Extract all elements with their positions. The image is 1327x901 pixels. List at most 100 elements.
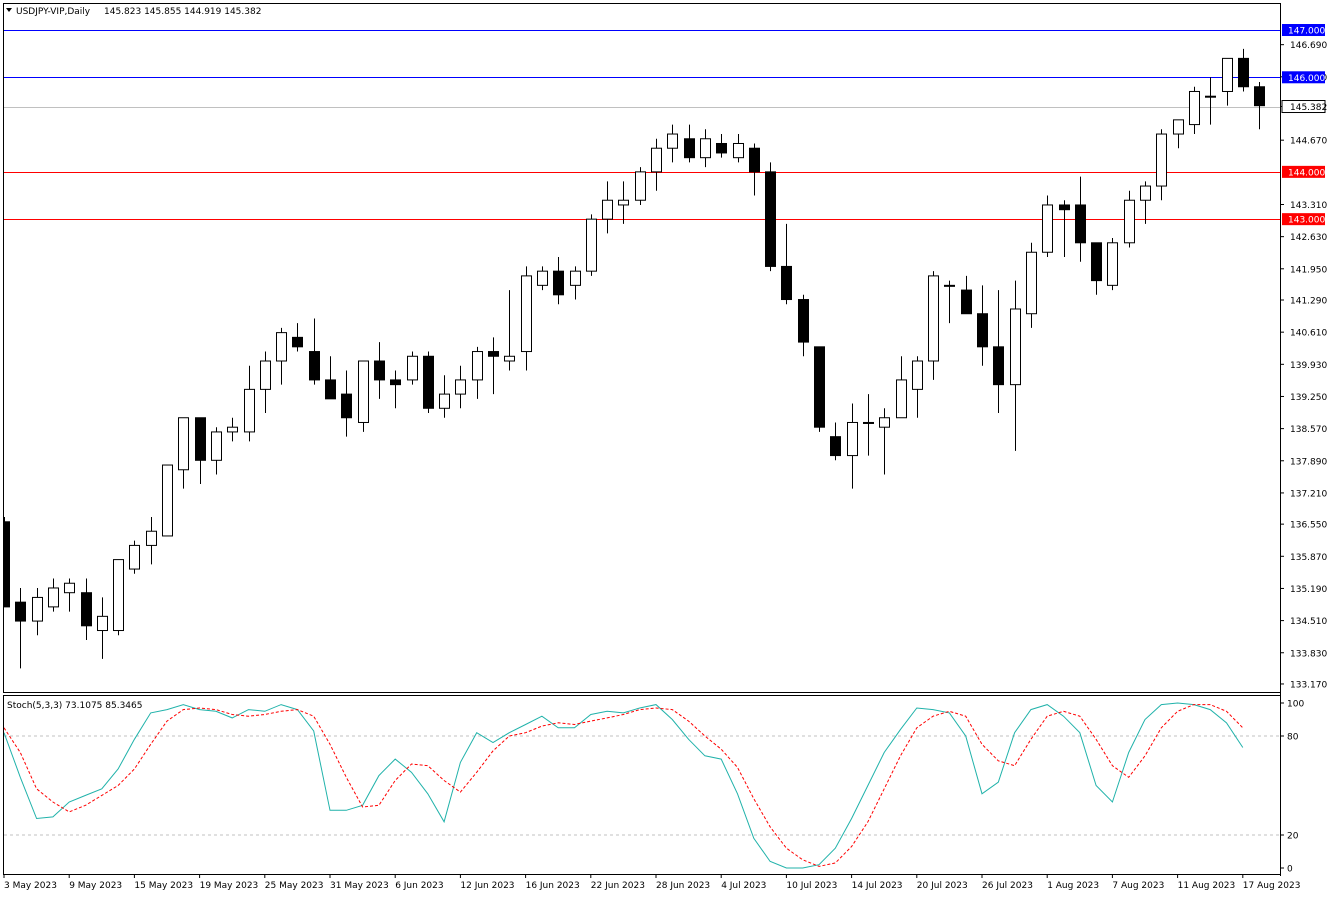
time-tick-label: 3 May 2023 [4, 881, 57, 891]
time-tick-label: 14 Jul 2023 [852, 881, 903, 891]
time-tick-label: 28 Jun 2023 [656, 881, 710, 891]
candle-body-bull [733, 142, 744, 159]
candle [374, 342, 385, 399]
candle-body-bear [309, 351, 320, 381]
candle [863, 394, 874, 456]
candle-body-bull [863, 421, 874, 424]
stochastic-oscillator: 100 80 20 0 [4, 700, 1304, 875]
price-axis: 146.690146.010145.382144.670143.310142.6… [1280, 24, 1327, 690]
candle-body-bull [847, 421, 858, 457]
candle-body-bull [178, 417, 189, 471]
candle [455, 365, 466, 409]
candle-body-bull [407, 355, 418, 381]
stoch-tick-label: 0 [1287, 865, 1293, 875]
candle-body-bull [260, 360, 271, 390]
candle-body-bear [374, 360, 385, 381]
candle-body-bull [1205, 95, 1216, 98]
candle [896, 356, 907, 419]
candle [1026, 242, 1037, 328]
level-label-146.000: 146.000 [1288, 74, 1325, 84]
time-tick-label: 15 May 2023 [134, 881, 193, 891]
price-tick-label: 144.670 [1290, 137, 1327, 147]
candle-body-bull [439, 393, 450, 409]
candle [146, 517, 157, 565]
time-tick-label: 10 Jul 2023 [786, 881, 837, 891]
candle-body-bull [1124, 199, 1135, 244]
candle-body-bear [4, 521, 10, 608]
candle [129, 540, 140, 574]
candle [504, 290, 515, 371]
candle-body-bull [97, 615, 108, 632]
price-tick-label: 141.950 [1290, 265, 1327, 275]
level-label-147.000: 147.000 [1288, 27, 1325, 37]
candle-body-bear [423, 355, 434, 409]
candle [602, 181, 613, 234]
time-tick-label: 1 Aug 2023 [1047, 881, 1099, 891]
candle [1222, 57, 1233, 106]
level-label-box [1282, 24, 1325, 37]
candle-body-bull [521, 275, 532, 353]
chart-header: USDJPY-VIP,Daily 145.823 145.855 144.919… [6, 7, 261, 17]
price-tick-label: 143.310 [1290, 201, 1327, 211]
candle [48, 578, 59, 612]
candle [325, 356, 336, 400]
candle [64, 578, 75, 612]
candle [113, 559, 124, 636]
candle-body-bull [1222, 57, 1233, 92]
time-tick-label: 9 May 2023 [69, 881, 122, 891]
candle [1140, 181, 1151, 224]
candle [618, 181, 629, 224]
price-tick-label: 138.570 [1290, 425, 1327, 435]
candle [292, 323, 303, 352]
candle [1254, 82, 1265, 130]
candle-body-bull [1156, 133, 1167, 187]
candle [97, 597, 108, 659]
time-tick-label: 26 Jul 2023 [982, 881, 1033, 891]
candle-body-bear [15, 601, 26, 622]
candle [1107, 238, 1118, 291]
horizontal-levels[interactable] [4, 30, 1280, 220]
candle [341, 370, 352, 437]
stoch-signal-line [4, 704, 1244, 867]
time-tick-label: 6 Jun 2023 [395, 881, 443, 891]
candle-body-bear [81, 592, 92, 627]
candle-body-bull [635, 171, 646, 201]
candle-body-bull [944, 284, 955, 287]
candle-body-bear [1059, 204, 1070, 211]
time-axis: 3 May 2023 9 May 2023 15 May 2023 19 May 20… [3, 874, 1300, 891]
level-label-144.000: 144.000 [1288, 168, 1325, 178]
candle-body-bull [48, 587, 59, 608]
candle [993, 290, 1004, 414]
time-tick-label: 19 May 2023 [200, 881, 259, 891]
price-tick-label: 146.690 [1290, 41, 1327, 51]
candle [586, 214, 597, 276]
candle [1059, 200, 1070, 257]
candle [178, 417, 189, 489]
candle-body-bear [195, 417, 206, 461]
candle [847, 403, 858, 489]
candle-body-bear [684, 138, 695, 159]
candle-body-bear [814, 346, 825, 428]
candle-body-bear [325, 379, 336, 400]
current-price-box [1281, 100, 1326, 114]
candle [733, 134, 744, 163]
candle [1075, 176, 1086, 262]
candle-body-bull [1189, 90, 1200, 126]
time-tick-label: 7 Aug 2023 [1112, 881, 1164, 891]
candle-body-bear [993, 346, 1004, 386]
candle-body-bull [276, 332, 287, 362]
candle [651, 138, 662, 191]
candle-body-bear [830, 436, 841, 457]
candle-body-bull [1107, 242, 1118, 286]
candle [423, 351, 434, 414]
candle-body-bear [716, 142, 727, 154]
candle [521, 266, 532, 371]
candle [765, 162, 776, 272]
candle [390, 370, 401, 409]
collapse-triangle-icon[interactable] [6, 8, 12, 12]
stoch-tick-label: 20 [1287, 832, 1299, 842]
candle-body-bull [586, 218, 597, 272]
candle-body-bull [504, 355, 515, 362]
